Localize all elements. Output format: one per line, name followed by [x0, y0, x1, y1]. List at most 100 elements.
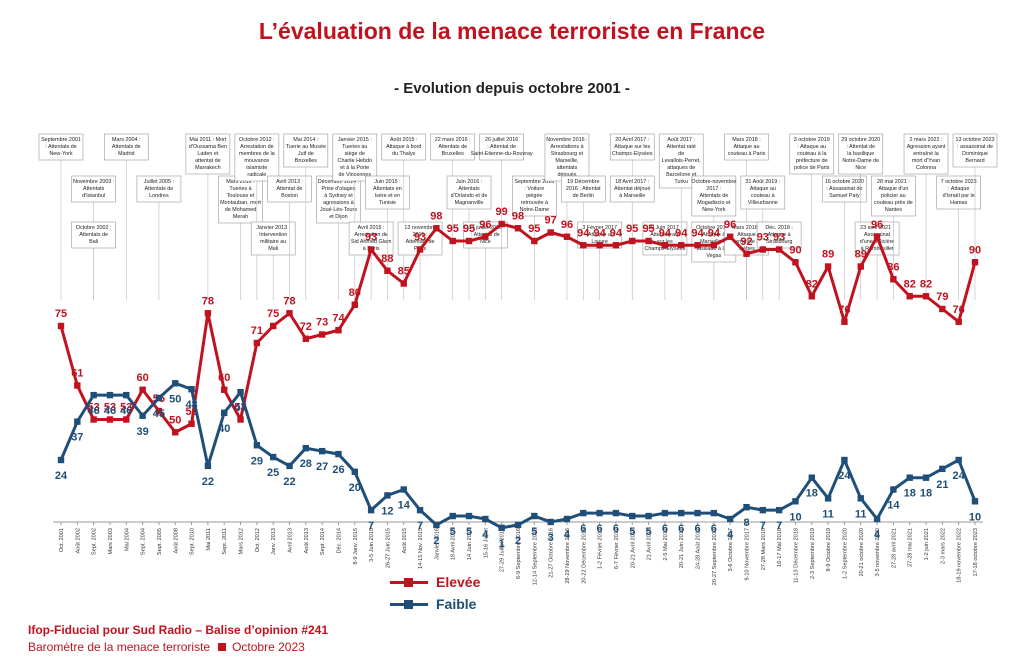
- annotation-line: Avril 2015 :: [358, 225, 385, 231]
- annotation-text: Mai 2014 : Tuerie au Musée Juif de Bruxelle…: [286, 137, 326, 164]
- data-point-elevee: [955, 318, 962, 325]
- annotation-line: Toulouse et: [227, 193, 255, 199]
- data-point-elevee: [482, 233, 489, 240]
- event-annotation: Mai 2011 : Mort d'Oussama Ben Laden et atte…: [185, 133, 231, 300]
- x-tick-label: Avril 2013: [288, 528, 294, 553]
- x-tick-label: Janv. 2013: [271, 528, 277, 555]
- data-point-faible: [416, 506, 424, 514]
- data-point-faible: [531, 512, 538, 520]
- event-annotation: Octobre 2002 : Attentats de Bali: [71, 221, 116, 300]
- legend: Elevée Faible: [390, 573, 480, 617]
- annotation-line: 2 mars 2022 :: [910, 137, 943, 143]
- data-label-faible: 21: [936, 479, 948, 491]
- annotation-line: mort d'Yvan: [912, 158, 940, 164]
- data-label-faible: 6: [613, 523, 619, 535]
- annotation-line: Bali: [89, 239, 98, 245]
- data-label-faible: 18: [806, 488, 818, 500]
- annotation-line: Notre-Dame: [520, 207, 549, 213]
- annotation-line: Notre-Dame de: [842, 158, 879, 164]
- annotation-line: Attentats de: [438, 144, 467, 150]
- annotation-line: couteau à Paris: [728, 151, 766, 157]
- data-point-faible: [90, 391, 97, 399]
- data-label-elevee: 50: [169, 414, 181, 426]
- data-point-faible: [661, 509, 669, 517]
- data-point-faible: [74, 418, 81, 425]
- annotation-line: Attentats: [83, 186, 105, 192]
- legend-label-faible: Faible: [436, 596, 477, 612]
- data-label-elevee: 75: [55, 308, 67, 320]
- event-annotation: 20 Avril 2017 : Attaque sur les Champs-Ely…: [609, 133, 655, 300]
- data-point-elevee: [155, 407, 163, 415]
- data-label-faible: 12: [381, 505, 393, 517]
- data-label-faible: 4: [482, 529, 489, 541]
- data-point-faible: [433, 521, 440, 529]
- data-point-elevee: [661, 242, 669, 249]
- event-annotation: Août 2015 : Attaque à bord du Thalys: [381, 133, 427, 300]
- annotation-text: Octobre 2002 : Attentats de Bali: [76, 225, 112, 245]
- data-label-elevee: 93: [757, 232, 769, 244]
- data-label-faible: 5: [629, 526, 635, 538]
- data-label-faible: 7: [760, 520, 766, 532]
- x-axis: Oct. 2001 Août 2002 Sept. 2002 Mars 2003 Mai…: [53, 521, 983, 585]
- annotation-line: Mars 2018 :: [732, 225, 760, 231]
- annotation-box: [250, 221, 296, 256]
- data-label-elevee: 89: [822, 249, 834, 261]
- data-label-elevee: 75: [267, 308, 279, 320]
- legend-item-elevee: Elevée: [390, 573, 480, 591]
- x-tick-label: 14 Juin 2016: [467, 528, 473, 560]
- data-point-elevee: [367, 246, 375, 253]
- annotation-line: radicale: [247, 172, 266, 178]
- annotation-line: Septembre 2001: [41, 137, 81, 143]
- data-point-faible: [221, 409, 228, 416]
- data-label-elevee: 89: [855, 249, 867, 261]
- data-point-faible: [498, 524, 505, 532]
- data-label-faible: 10: [969, 511, 981, 523]
- data-point-faible: [318, 447, 326, 455]
- annotation-line: Déc. 2018 :: [765, 225, 793, 231]
- data-label-elevee: 90: [789, 244, 801, 256]
- x-tick-label: 20-21 Juin 2017: [679, 528, 685, 568]
- x-tick-label: Sept. 2005: [157, 528, 163, 555]
- data-label-faible: 37: [71, 432, 83, 444]
- annotation-box: [822, 175, 867, 203]
- data-label-elevee: 60: [218, 372, 230, 384]
- data-point-elevee: [824, 263, 832, 270]
- x-tick-label: Sept. 2011: [222, 528, 228, 555]
- data-label-elevee: 74: [332, 312, 345, 324]
- data-point-elevee: [123, 416, 130, 423]
- annotation-line: Marrakech: [195, 165, 220, 171]
- data-label-faible: 22: [283, 476, 295, 488]
- data-label-elevee: 95: [528, 223, 540, 235]
- annotation-line: Saint-Etienne-du-Rouvray: [471, 151, 533, 157]
- data-point-faible: [547, 518, 554, 526]
- x-tick-label: 2-5 Mai 2017: [663, 528, 669, 561]
- annotation-box: [38, 133, 84, 161]
- data-point-faible: [367, 506, 375, 514]
- annotation-text: Janvier 2013 : Intervention militaire au Ma…: [256, 225, 290, 252]
- annotation-line: Nice: [855, 165, 866, 171]
- x-tick-label: 6-7 Février 2017: [614, 528, 620, 569]
- x-tick-label: 1-2 juin 2021: [924, 528, 930, 560]
- annotation-box: [838, 133, 884, 175]
- annotation-line: Bruxelles: [442, 151, 464, 157]
- data-point-elevee: [890, 276, 897, 283]
- data-label-faible: 24: [838, 470, 851, 482]
- data-point-elevee: [971, 259, 979, 266]
- data-point-faible: [906, 474, 913, 481]
- x-tick-label: 27-28 mai 2021: [908, 528, 914, 567]
- chart-title: L’évaluation de la menace terroriste en …: [258, 18, 766, 44]
- annotation-line: couteau à: [751, 193, 775, 199]
- data-point-faible: [759, 506, 767, 514]
- annotation-box: [332, 133, 378, 182]
- annotation-text: Juin 2016 : Attentats d'Orlando et de Magna…: [451, 179, 488, 206]
- data-label-elevee: 53: [88, 402, 100, 414]
- annotation-text: 29 octobre 2020: Attentat de la basilique…: [841, 137, 880, 171]
- data-label-faible: 2: [433, 535, 439, 547]
- data-label-faible: 6: [597, 523, 603, 535]
- annotation-line: New-York: [49, 151, 72, 157]
- data-label-elevee: 76: [953, 304, 965, 316]
- annotation-text: 26 juillet 2016: Attentat de Saint-Etienn…: [471, 137, 533, 157]
- event-annotation: Novembre 2003 : Attentats d'Istanbul: [71, 175, 116, 300]
- x-tick-label: 26-27 Juin 2015: [385, 528, 391, 568]
- data-label-faible: 6: [662, 523, 668, 535]
